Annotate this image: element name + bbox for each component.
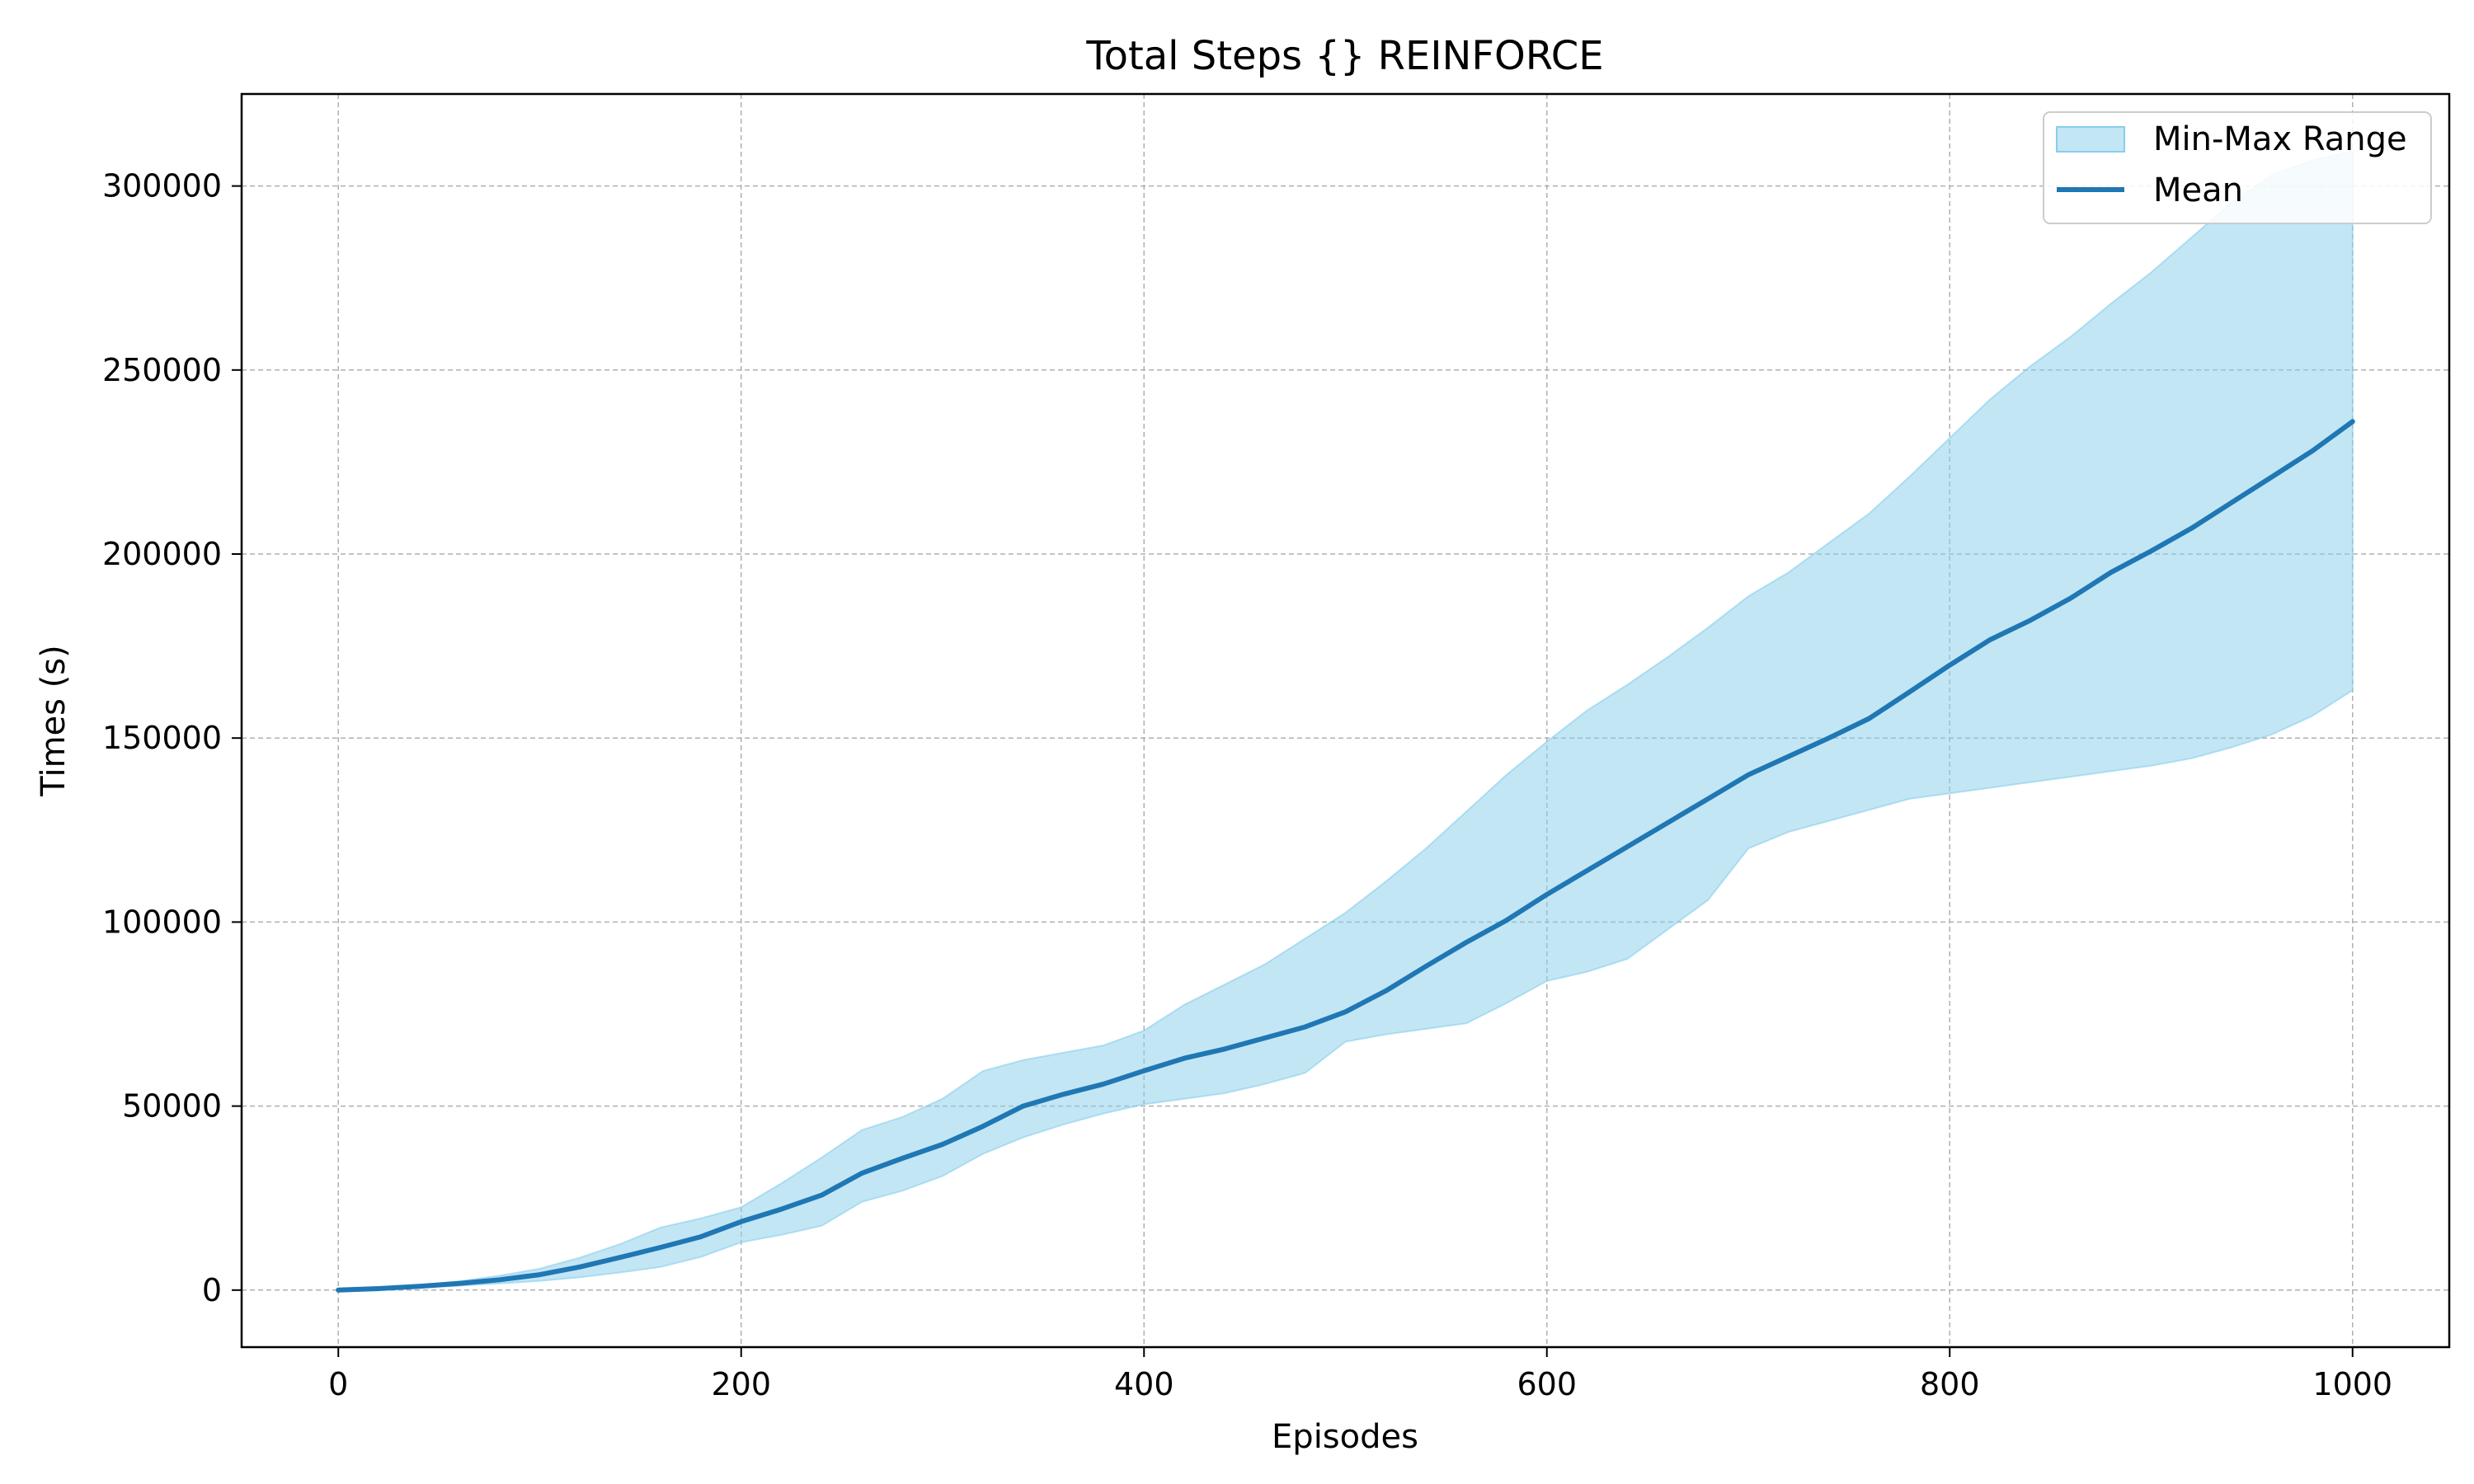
y-axis-ticks: 0 50000 100000 150000 200000 250000 300000 [102, 168, 242, 1308]
chart-title: Total Steps {} REINFORCE [1085, 33, 1603, 79]
y-axis-label: Times (s) [35, 645, 73, 797]
plot-frame [240, 92, 2451, 1349]
legend-frame [2043, 111, 2432, 224]
x-axis-label: Episodes [1272, 1418, 1418, 1456]
x-tick-label: 0 [328, 1366, 348, 1402]
x-tick-label: 800 [1920, 1366, 1980, 1402]
mean-line [336, 419, 2355, 1293]
y-tick-label: 250000 [102, 352, 222, 388]
y-tick-label: 0 [202, 1272, 222, 1308]
mean-line-layer [336, 419, 2355, 1293]
legend-band-swatch [2056, 126, 2125, 153]
x-tick-label: 200 [711, 1366, 771, 1402]
legend-label-min-max: Min-Max Range [2153, 120, 2407, 158]
x-tick-label: 1000 [2312, 1366, 2392, 1402]
y-tick-label: 100000 [102, 904, 222, 940]
x-axis-ticks: 0 200 400 600 800 1000 [328, 1347, 2392, 1402]
y-tick-label: 200000 [102, 536, 222, 572]
y-tick-label: 300000 [102, 168, 222, 204]
y-tick-label: 150000 [102, 720, 222, 756]
legend: Min-Max Range Mean [2043, 111, 2432, 224]
x-tick-label: 400 [1114, 1366, 1174, 1402]
legend-label-mean: Mean [2153, 171, 2243, 209]
x-tick-label: 600 [1517, 1366, 1577, 1402]
y-tick-label: 50000 [122, 1088, 222, 1125]
